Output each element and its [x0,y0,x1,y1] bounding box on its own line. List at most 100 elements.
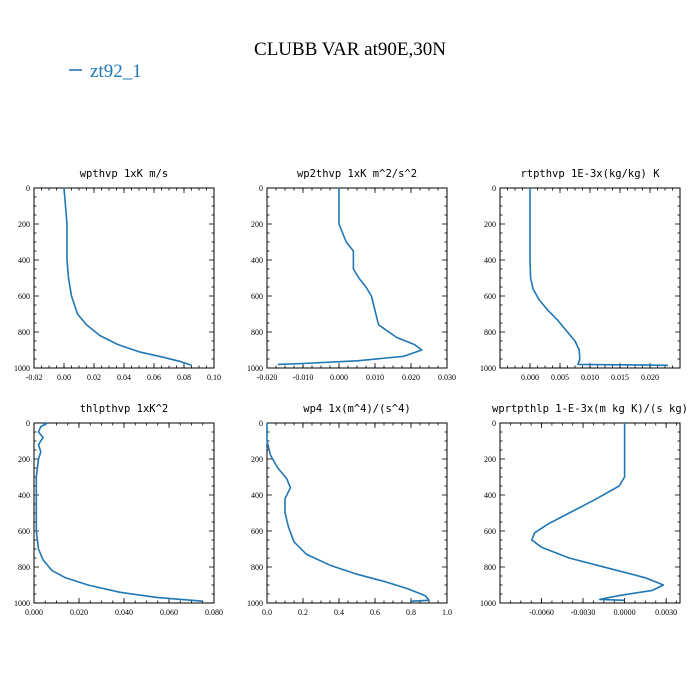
y-tick-label: 1000 [480,364,496,373]
series-line [266,423,430,602]
figure-title: CLUBB VAR at90E,30N [254,39,446,60]
y-tick-label: 400 [251,491,263,500]
x-tick-label: -0.0060 [529,608,554,617]
x-tick-label: 0.02 [87,373,101,382]
y-tick-label: 0 [259,184,263,193]
x-tick-label: 0.000 [521,373,539,382]
series-line [63,187,192,367]
axis-ticks [499,187,681,369]
plot-frame [33,187,215,369]
panel-title: wpthvp 1xK m/s [80,168,169,180]
y-tick-label: 600 [18,292,30,301]
panel-wpthvp: wpthvp 1xK m/s -0.02 0.00 0.02 0.04 0.06 0.08… [14,168,221,382]
x-tick-label: 0.060 [160,608,178,617]
x-tick-label: 0.040 [115,608,133,617]
y-tick-labels: 0 200 400 600 800 1000 [247,419,263,608]
y-tick-label: 200 [251,455,263,464]
x-tick-label: 1.0 [442,608,452,617]
x-tick-labels: 0.000 0.005 0.010 0.015 0.020 [521,373,659,382]
y-tick-label: 1000 [247,364,263,373]
panel-title: rtpthvp 1E-3x(kg/kg) K [520,168,660,180]
x-tick-label: 0.000 [25,608,43,617]
y-tick-label: 800 [251,328,263,337]
y-tick-labels: 0 200 400 600 800 1000 [480,419,496,608]
y-tick-label: 800 [484,328,496,337]
y-tick-label: 200 [484,455,496,464]
y-tick-label: 600 [484,527,496,536]
x-tick-label: 0.015 [611,373,629,382]
x-tick-label: 0.04 [117,373,131,382]
y-tick-label: 400 [484,256,496,265]
series-line [35,422,203,602]
y-tick-label: 1000 [14,599,30,608]
y-tick-label: 600 [18,527,30,536]
y-tick-label: 800 [18,563,30,572]
plot-frame [266,187,448,369]
x-tick-label: 0.10 [207,373,221,382]
x-tick-label: 0.0000 [614,608,636,617]
x-tick-label: 0.020 [402,373,420,382]
x-tick-label: 0.6 [370,608,380,617]
panel-title: thlpthvp 1xK^2 [80,403,169,415]
series-line [529,188,669,367]
x-tick-label: -0.020 [257,373,278,382]
legend: zt92_1 [69,61,142,82]
series-line [277,188,423,366]
panel-thlpthvp: thlpthvp 1xK^2 0.000 0.020 0.040 0.060 0.080… [14,403,223,617]
x-tick-label: 0.010 [366,373,384,382]
y-tick-label: 200 [18,455,30,464]
x-tick-labels: -0.02 0.00 0.02 0.04 0.06 0.08 0.10 [26,373,221,382]
y-tick-label: 0 [26,419,30,428]
y-tick-label: 1000 [14,364,30,373]
axis-ticks [499,422,680,604]
axis-ticks [33,422,215,604]
y-tick-label: 600 [251,292,263,301]
x-tick-label: 0.0030 [655,608,677,617]
y-tick-labels: 0 200 400 600 800 1000 [14,419,30,608]
y-tick-label: 400 [484,491,496,500]
y-tick-labels: 0 200 400 600 800 1000 [14,184,30,373]
y-tick-label: 0 [492,419,496,428]
y-tick-labels: 0 200 400 600 800 1000 [480,184,496,373]
y-tick-label: 200 [18,220,30,229]
axis-ticks [266,422,448,604]
x-tick-labels: 0.000 0.020 0.040 0.060 0.080 [25,608,223,617]
x-tick-label: 0.005 [551,373,569,382]
axis-ticks [266,187,448,369]
y-tick-label: 1000 [247,599,263,608]
panel-title: wprtpthlp 1-E-3x(m kg K)/(s kg) [492,403,688,415]
y-tick-label: 200 [484,220,496,229]
panel-wp2thvp: wp2thvp 1xK m^2/s^2 -0.020 -0.010 0.000 0.0… [247,168,456,382]
series-line [531,423,665,602]
plot-frame [499,422,681,604]
x-tick-labels: -0.020 -0.010 0.000 0.010 0.020 0.030 [257,373,456,382]
y-tick-label: 400 [18,256,30,265]
y-tick-label: 0 [259,419,263,428]
x-tick-labels: -0.0060 -0.0030 0.0000 0.0030 [529,608,677,617]
x-tick-label: -0.010 [293,373,314,382]
plot-frame [266,422,448,604]
panel-wp4: wp4 1x(m^4)/(s^4) 0.0 0.2 0.4 0.6 0.8 1.0 0 20… [247,403,452,617]
x-tick-label: 0.06 [147,373,161,382]
y-tick-label: 600 [251,527,263,536]
plot-frame [499,187,681,369]
x-tick-label: 0.4 [334,608,344,617]
y-tick-label: 800 [18,328,30,337]
x-tick-label: 0.020 [641,373,659,382]
axis-ticks [33,187,215,369]
x-tick-label: 0.00 [57,373,71,382]
panel-title: wp2thvp 1xK m^2/s^2 [297,168,417,180]
x-tick-label: 0.2 [298,608,308,617]
panel-title: wp4 1x(m^4)/(s^4) [303,403,410,415]
x-tick-label: 0.000 [330,373,348,382]
x-tick-label: -0.0030 [571,608,596,617]
x-tick-labels: 0.0 0.2 0.4 0.6 0.8 1.0 [262,608,452,617]
x-tick-label: 0.8 [406,608,416,617]
x-tick-label: 0.080 [205,608,223,617]
y-tick-label: 0 [492,184,496,193]
x-tick-label: 0.010 [581,373,599,382]
x-tick-label: -0.02 [26,373,43,382]
y-tick-label: 0 [26,184,30,193]
y-tick-label: 800 [484,563,496,572]
